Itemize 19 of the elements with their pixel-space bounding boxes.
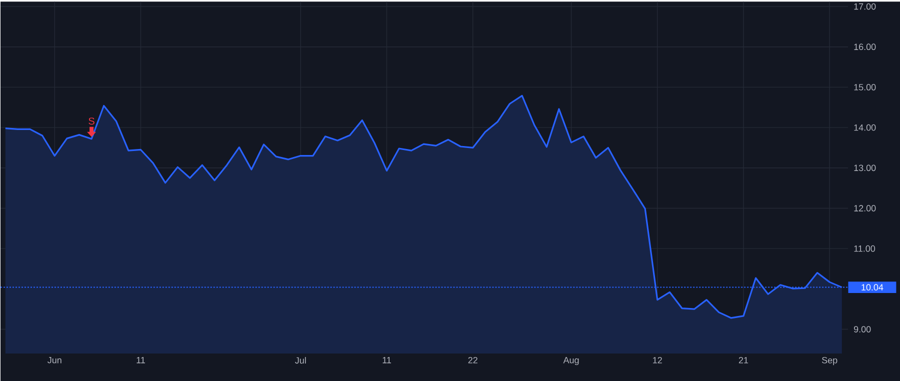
y-tick-label: 9.00 [854,326,871,332]
y-tick-label: 12.00 [854,204,876,212]
y-tick-label: 13.00 [854,164,876,171]
y-tick-label: 16.00 [854,43,876,50]
x-tick-label: Sep [822,356,838,365]
x-tick-label: Aug [563,356,579,365]
x-tick-label: 11 [136,356,145,363]
x-tick-label: 21 [738,356,748,364]
x-tick-label: Jun [48,356,62,364]
x-tick-label: Jul [295,356,306,364]
x-tick-label: 22 [468,356,478,364]
x-tick-label: 12 [653,356,662,364]
y-tick-label: 17.00 [854,3,876,10]
x-tick-label: 11 [382,356,391,363]
annotation: S [88,117,94,124]
ref-line-label: 10.04 [862,284,884,290]
y-tick-label: 14.00 [854,124,876,131]
y-tick-label: 11.00 [854,245,876,252]
y-tick-label: 15.00 [854,84,876,90]
